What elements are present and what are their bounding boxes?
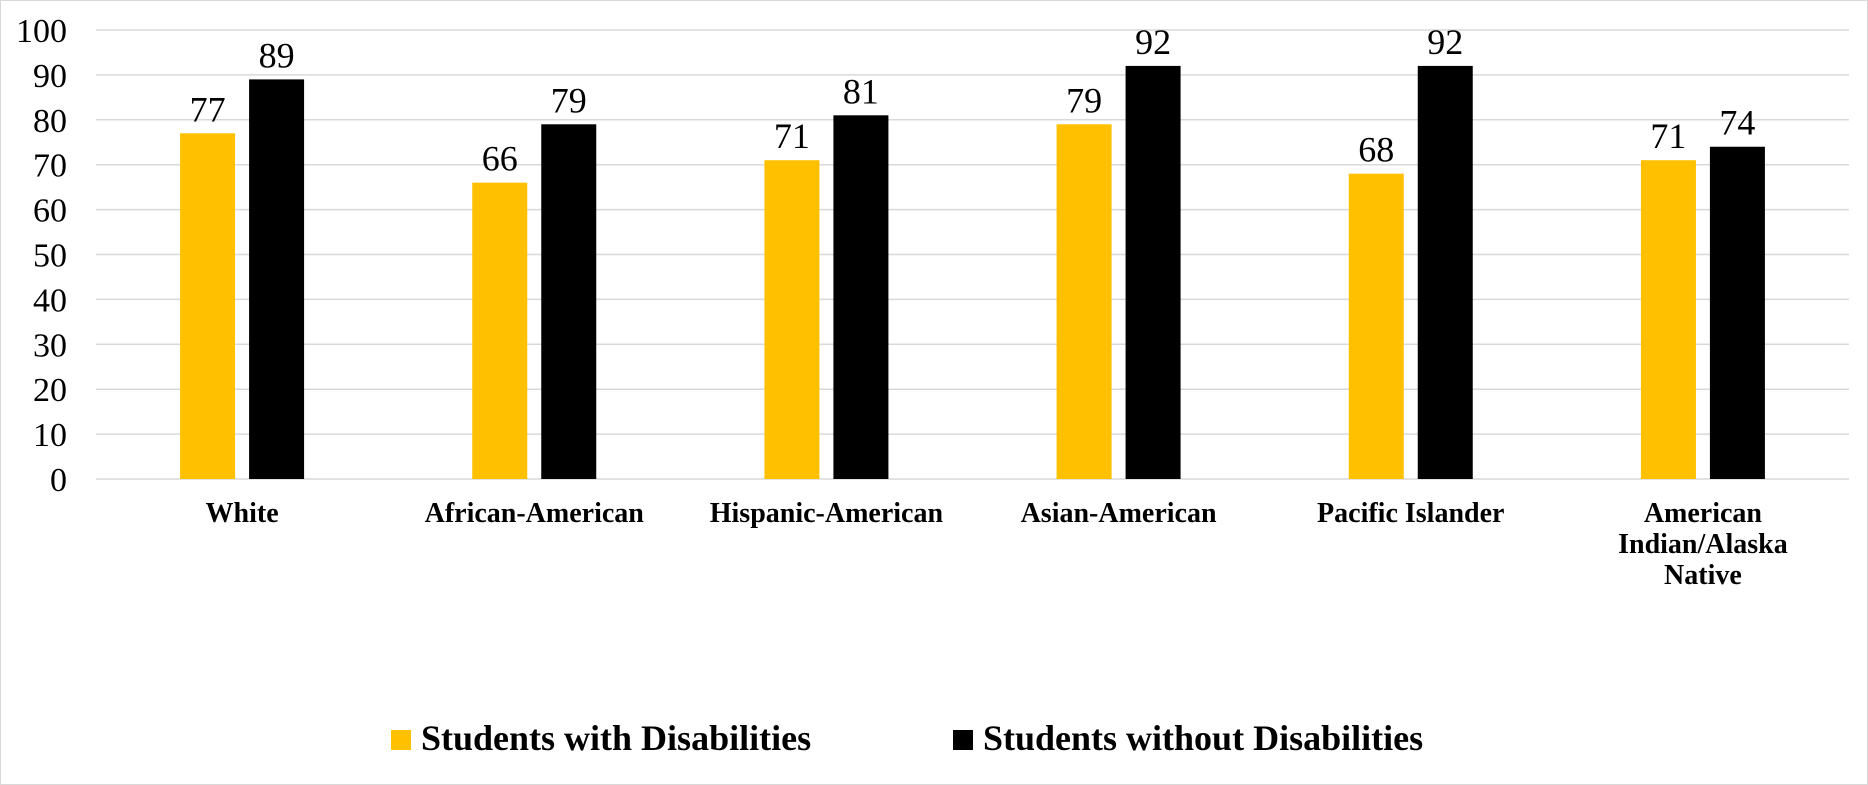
data-label: 79 bbox=[1066, 80, 1102, 120]
data-label: 92 bbox=[1427, 22, 1463, 62]
legend-label: Students without Disabilities bbox=[983, 718, 1423, 758]
x-category-label: Hispanic-American bbox=[710, 498, 944, 529]
y-tick-label: 90 bbox=[33, 58, 67, 95]
y-tick-label: 60 bbox=[33, 193, 67, 230]
bar bbox=[472, 182, 528, 479]
y-tick-label: 50 bbox=[33, 238, 67, 275]
bar bbox=[1709, 146, 1765, 480]
bar bbox=[541, 124, 597, 479]
y-tick-label: 80 bbox=[33, 103, 67, 140]
data-label: 74 bbox=[1719, 103, 1755, 143]
bar bbox=[1417, 65, 1473, 480]
x-axis-category-labels: White African-American Hispanic-American As… bbox=[206, 498, 1788, 591]
y-tick-label: 100 bbox=[16, 13, 67, 50]
x-category-label: American bbox=[1644, 498, 1763, 529]
data-label: 77 bbox=[190, 89, 226, 129]
legend: Students with Disabilities Students witho… bbox=[391, 718, 1423, 758]
y-tick-label: 10 bbox=[33, 417, 67, 454]
bar bbox=[180, 133, 236, 479]
bar bbox=[249, 79, 305, 479]
bar bbox=[833, 115, 889, 479]
y-axis-tick-labels: 0 10 20 30 40 50 60 70 80 90 100 bbox=[16, 13, 67, 499]
x-category-label: African-American bbox=[425, 498, 645, 529]
bar bbox=[1348, 173, 1404, 479]
data-labels: 77 66 71 79 68 71 89 79 81 92 92 74 bbox=[190, 22, 1756, 179]
gridlines bbox=[96, 29, 1849, 480]
x-category-label: Indian/Alaska bbox=[1618, 529, 1788, 560]
y-tick-label: 40 bbox=[33, 282, 67, 319]
y-tick-label: 70 bbox=[33, 148, 67, 185]
data-label: 68 bbox=[1358, 130, 1394, 170]
x-category-label: Pacific Islander bbox=[1317, 498, 1504, 529]
data-label: 71 bbox=[1650, 116, 1686, 156]
bar bbox=[764, 160, 820, 479]
x-category-label: Asian-American bbox=[1021, 498, 1217, 529]
data-label: 89 bbox=[259, 35, 295, 75]
y-tick-label: 20 bbox=[33, 372, 67, 409]
y-tick-label: 0 bbox=[50, 462, 67, 499]
legend-swatch bbox=[391, 730, 411, 750]
legend-label: Students with Disabilities bbox=[421, 718, 811, 758]
x-category-label: Native bbox=[1664, 560, 1742, 591]
y-tick-label: 30 bbox=[33, 327, 67, 364]
bar bbox=[1640, 160, 1696, 479]
bar bbox=[1056, 124, 1112, 479]
data-label: 79 bbox=[551, 80, 587, 120]
x-category-label: White bbox=[206, 498, 279, 529]
data-label: 92 bbox=[1135, 22, 1171, 62]
bar bbox=[1125, 65, 1181, 480]
bars bbox=[180, 65, 1765, 480]
legend-swatch bbox=[953, 730, 973, 750]
data-label: 66 bbox=[482, 139, 518, 179]
data-label: 81 bbox=[843, 71, 879, 111]
data-label: 71 bbox=[774, 116, 810, 156]
